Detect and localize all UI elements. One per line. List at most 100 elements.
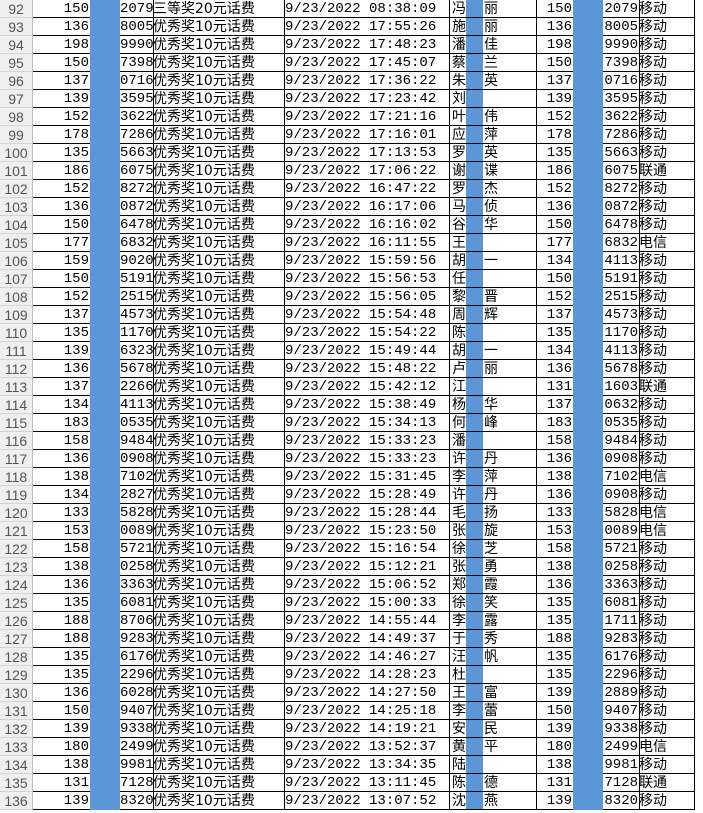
prize-cell[interactable]: 优秀奖10元话费 [153, 432, 285, 450]
phone-prefix-2-cell[interactable]: 138 [537, 756, 574, 774]
prize-cell[interactable]: 优秀奖10元话费 [153, 648, 285, 666]
name-cell[interactable]: 潘佳 [450, 36, 537, 54]
carrier-cell[interactable]: 移动 [639, 252, 695, 270]
phone-suffix-cell[interactable]: 2515 [120, 288, 154, 306]
row-header[interactable]: 128 [0, 648, 33, 666]
name-cell[interactable]: 李露 [450, 612, 537, 630]
phone-prefix-cell[interactable]: 159 [33, 252, 91, 270]
datetime-cell[interactable]: 9/23/2022 14:28:23 [285, 666, 450, 684]
row-header[interactable]: 104 [0, 216, 33, 234]
phone-prefix-2-cell[interactable]: 134 [537, 252, 574, 270]
prize-cell[interactable]: 优秀奖10元话费 [153, 162, 285, 180]
datetime-cell[interactable]: 9/23/2022 15:31:45 [285, 468, 450, 486]
phone-suffix-2-cell[interactable]: 7128 [603, 774, 640, 792]
phone-suffix-2-cell[interactable]: 7102 [603, 468, 640, 486]
carrier-cell[interactable]: 移动 [639, 720, 695, 738]
name-cell[interactable]: 李萍 [450, 468, 537, 486]
prize-cell[interactable]: 优秀奖10元话费 [153, 360, 285, 378]
row-header[interactable]: 96 [0, 72, 33, 90]
phone-prefix-cell[interactable]: 152 [33, 288, 91, 306]
phone-prefix-cell[interactable]: 188 [33, 612, 91, 630]
carrier-cell[interactable]: 移动 [639, 576, 695, 594]
datetime-cell[interactable]: 9/23/2022 15:54:22 [285, 324, 450, 342]
row-header[interactable]: 115 [0, 414, 33, 432]
datetime-cell[interactable]: 9/23/2022 13:11:45 [285, 774, 450, 792]
datetime-cell[interactable]: 9/23/2022 17:48:23 [285, 36, 450, 54]
datetime-cell[interactable]: 9/23/2022 14:49:37 [285, 630, 450, 648]
name-cell[interactable]: 张勇 [450, 558, 537, 576]
datetime-cell[interactable]: 9/23/2022 15:38:49 [285, 396, 450, 414]
phone-suffix-cell[interactable]: 2266 [120, 378, 154, 396]
datetime-cell[interactable]: 9/23/2022 15:56:05 [285, 288, 450, 306]
name-cell[interactable]: 罗杰 [450, 180, 537, 198]
row-header[interactable]: 120 [0, 504, 33, 522]
phone-prefix-2-cell[interactable]: 188 [537, 630, 574, 648]
phone-prefix-cell[interactable]: 152 [33, 108, 91, 126]
phone-prefix-2-cell[interactable]: 136 [537, 198, 574, 216]
carrier-cell[interactable]: 移动 [639, 342, 695, 360]
name-cell[interactable]: 于秀 [450, 630, 537, 648]
phone-suffix-cell[interactable]: 5678 [120, 360, 154, 378]
carrier-cell[interactable]: 电信 [639, 522, 695, 540]
phone-suffix-cell[interactable]: 9484 [120, 432, 154, 450]
phone-suffix-cell[interactable]: 6478 [120, 216, 154, 234]
datetime-cell[interactable]: 9/23/2022 17:36:22 [285, 72, 450, 90]
phone-suffix-cell[interactable]: 6081 [120, 594, 154, 612]
name-cell[interactable]: 毛扬 [450, 504, 537, 522]
prize-cell[interactable]: 优秀奖10元话费 [153, 504, 285, 522]
phone-prefix-2-cell[interactable]: 150 [537, 0, 574, 18]
phone-prefix-2-cell[interactable]: 136 [537, 18, 574, 36]
phone-prefix-cell[interactable]: 152 [33, 180, 91, 198]
name-cell[interactable]: 谢谍 [450, 162, 537, 180]
name-cell[interactable]: 沈燕 [450, 792, 537, 810]
phone-suffix-2-cell[interactable]: 0908 [603, 450, 640, 468]
name-cell[interactable]: 黄平 [450, 738, 537, 756]
phone-prefix-cell[interactable]: 198 [33, 36, 91, 54]
carrier-cell[interactable]: 联通 [639, 162, 695, 180]
row-header[interactable]: 130 [0, 684, 33, 702]
carrier-cell[interactable]: 联通 [639, 774, 695, 792]
name-cell[interactable]: 杜 [450, 666, 537, 684]
carrier-cell[interactable]: 移动 [639, 144, 695, 162]
row-header[interactable]: 113 [0, 378, 33, 396]
phone-suffix-2-cell[interactable]: 4113 [603, 252, 640, 270]
datetime-cell[interactable]: 9/23/2022 15:33:23 [285, 450, 450, 468]
row-header[interactable]: 131 [0, 702, 33, 720]
phone-prefix-cell[interactable]: 135 [33, 324, 91, 342]
phone-prefix-cell[interactable]: 138 [33, 468, 91, 486]
row-header[interactable]: 101 [0, 162, 33, 180]
datetime-cell[interactable]: 9/23/2022 15:56:53 [285, 270, 450, 288]
phone-suffix-2-cell[interactable]: 0716 [603, 72, 640, 90]
phone-suffix-cell[interactable]: 9283 [120, 630, 154, 648]
phone-prefix-cell[interactable]: 139 [33, 90, 91, 108]
prize-cell[interactable]: 优秀奖10元话费 [153, 270, 285, 288]
phone-prefix-2-cell[interactable]: 138 [537, 558, 574, 576]
phone-prefix-cell[interactable]: 150 [33, 0, 91, 18]
phone-suffix-cell[interactable]: 4573 [120, 306, 154, 324]
phone-prefix-2-cell[interactable]: 152 [537, 288, 574, 306]
phone-suffix-2-cell[interactable]: 2296 [603, 666, 640, 684]
carrier-cell[interactable]: 移动 [639, 684, 695, 702]
phone-suffix-2-cell[interactable]: 2079 [603, 0, 640, 18]
phone-suffix-2-cell[interactable]: 6081 [603, 594, 640, 612]
phone-prefix-2-cell[interactable]: 150 [537, 54, 574, 72]
datetime-cell[interactable]: 9/23/2022 15:54:48 [285, 306, 450, 324]
phone-prefix-2-cell[interactable]: 178 [537, 126, 574, 144]
datetime-cell[interactable]: 9/23/2022 15:28:49 [285, 486, 450, 504]
name-cell[interactable]: 张旋 [450, 522, 537, 540]
phone-prefix-cell[interactable]: 139 [33, 720, 91, 738]
datetime-cell[interactable]: 9/23/2022 15:33:23 [285, 432, 450, 450]
prize-cell[interactable]: 优秀奖10元话费 [153, 216, 285, 234]
phone-prefix-2-cell[interactable]: 137 [537, 396, 574, 414]
carrier-cell[interactable]: 移动 [639, 594, 695, 612]
phone-prefix-2-cell[interactable]: 134 [537, 342, 574, 360]
phone-prefix-2-cell[interactable]: 150 [537, 702, 574, 720]
carrier-cell[interactable]: 移动 [639, 648, 695, 666]
phone-suffix-cell[interactable]: 6028 [120, 684, 154, 702]
prize-cell[interactable]: 优秀奖10元话费 [153, 414, 285, 432]
phone-suffix-cell[interactable]: 7102 [120, 468, 154, 486]
name-cell[interactable]: 许丹 [450, 486, 537, 504]
row-header[interactable]: 116 [0, 432, 33, 450]
datetime-cell[interactable]: 9/23/2022 15:06:52 [285, 576, 450, 594]
name-cell[interactable]: 陈德 [450, 774, 537, 792]
